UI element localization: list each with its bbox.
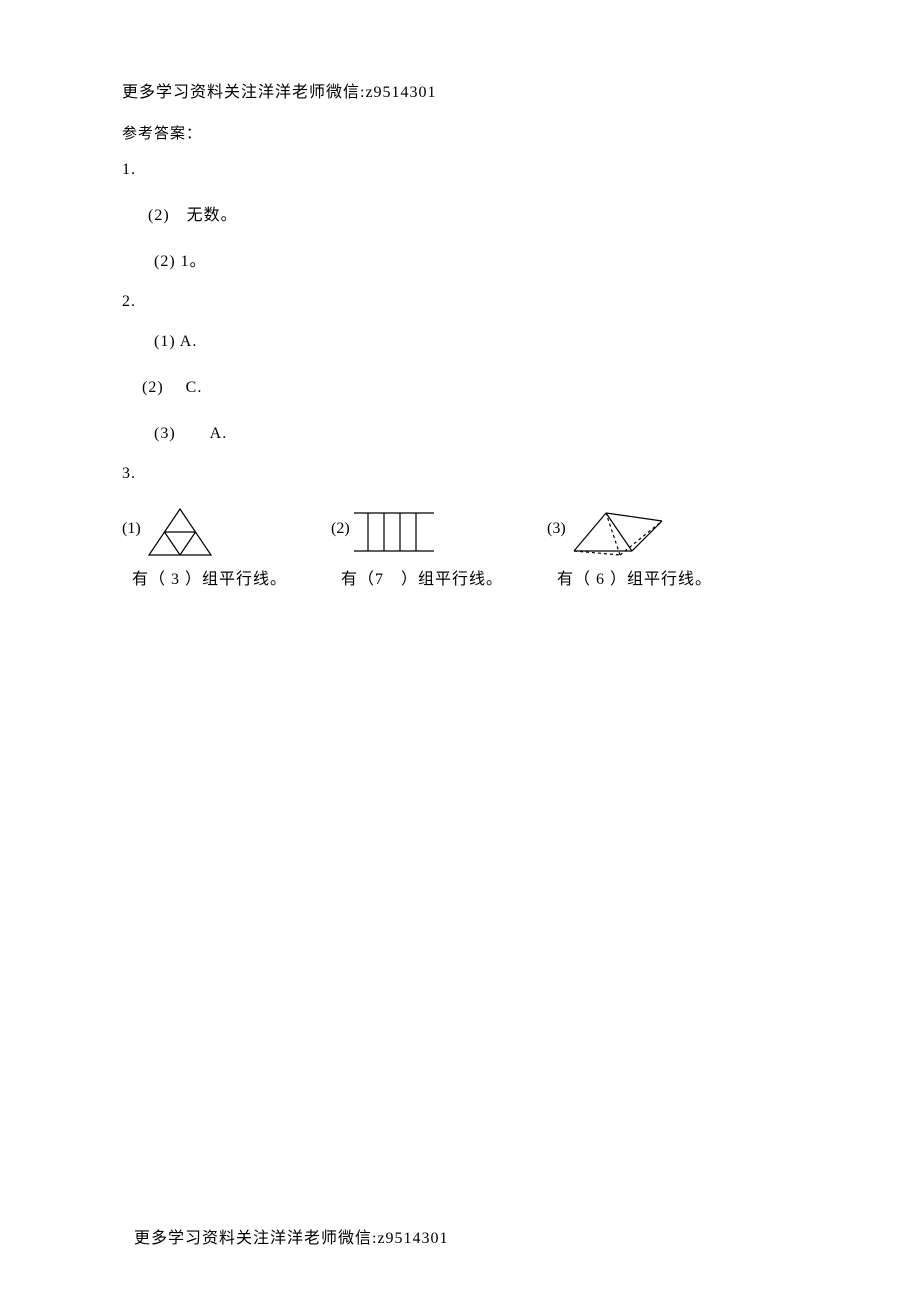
reference-answer-label: 参考答案： bbox=[122, 122, 798, 143]
q2-sub2: (2) C. bbox=[142, 373, 798, 397]
q3-number: 3. bbox=[122, 465, 798, 483]
q3-block-2: (2) 有（7 ）组平行线。 bbox=[331, 501, 503, 589]
q3-block-3: (3) 有（ 6 ）组平行线。 bbox=[547, 501, 712, 589]
q3-caption-3: 有（ 6 ）组平行线。 bbox=[557, 565, 712, 589]
footer-text: 更多学习资料关注洋洋老师微信:z9514301 bbox=[134, 1224, 449, 1248]
header-text: 更多学习资料关注洋洋老师微信:z9514301 bbox=[122, 78, 798, 102]
q3-block-1: (1) 有（ 3 ）组平行线。 bbox=[122, 501, 287, 589]
q3-fig1-row: (1) bbox=[122, 501, 215, 557]
q3-label-3: (3) bbox=[547, 520, 566, 538]
q1-sub2: (2) 1。 bbox=[154, 247, 798, 271]
q3-caption-2: 有（7 ）组平行线。 bbox=[341, 565, 503, 589]
q2-number: 2. bbox=[122, 293, 798, 311]
q2-sub1: (1) A. bbox=[154, 333, 798, 351]
q3-label-1: (1) bbox=[122, 520, 141, 538]
q3-fig3-row: (3) bbox=[547, 501, 666, 557]
q2-sub3: (3) A. bbox=[154, 419, 798, 443]
q1-number: 1. bbox=[122, 161, 798, 179]
q3-figures-row: (1) 有（ 3 ）组平行线。 (2) bbox=[122, 501, 798, 589]
q3-fig2-row: (2) bbox=[331, 501, 434, 557]
q1-sub1: (2) 无数。 bbox=[148, 201, 798, 225]
page: 更多学习资料关注洋洋老师微信:z9514301 参考答案： 1. (2) 无数。… bbox=[0, 0, 920, 1302]
prism-icon bbox=[570, 507, 666, 557]
grid-icon bbox=[354, 507, 434, 557]
triangle-icon bbox=[145, 507, 215, 557]
q3-label-2: (2) bbox=[331, 520, 350, 538]
q3-caption-1: 有（ 3 ）组平行线。 bbox=[132, 565, 287, 589]
